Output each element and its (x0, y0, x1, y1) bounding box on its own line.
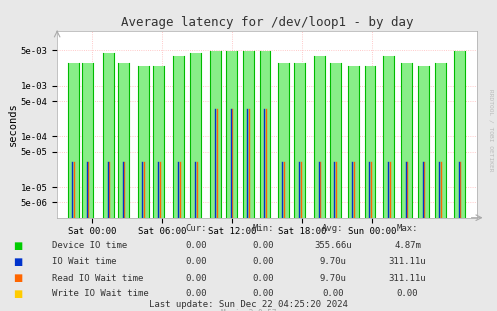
Text: 9.70u: 9.70u (320, 258, 346, 266)
Text: 0.00: 0.00 (185, 258, 207, 266)
Bar (154, 66, 164, 218)
Text: 0.00: 0.00 (185, 274, 207, 282)
Text: 0.00: 0.00 (252, 258, 274, 266)
Bar (259, 51, 270, 218)
Bar (294, 63, 305, 218)
Text: Avg:: Avg: (322, 224, 344, 233)
Text: RRDTOOL / TOBI OETIKER: RRDTOOL / TOBI OETIKER (489, 89, 494, 172)
Text: 0.00: 0.00 (322, 290, 344, 298)
Text: Device IO time: Device IO time (52, 241, 127, 250)
Bar (330, 63, 340, 218)
Bar (82, 63, 93, 218)
Bar (384, 56, 395, 218)
Text: 355.66u: 355.66u (314, 241, 352, 250)
Text: 311.11u: 311.11u (389, 274, 426, 282)
Bar (210, 51, 221, 218)
Text: 4.87m: 4.87m (394, 241, 421, 250)
Text: 0.00: 0.00 (185, 290, 207, 298)
Bar (190, 53, 201, 218)
Text: Munin 2.0.57: Munin 2.0.57 (221, 309, 276, 311)
Bar (118, 63, 129, 218)
Text: Last update: Sun Dec 22 04:25:20 2024: Last update: Sun Dec 22 04:25:20 2024 (149, 300, 348, 309)
Text: Min:: Min: (252, 224, 274, 233)
Bar (401, 63, 412, 218)
Bar (138, 66, 149, 218)
Text: 9.70u: 9.70u (320, 274, 346, 282)
Bar (278, 63, 289, 218)
Text: 0.00: 0.00 (397, 290, 418, 298)
Text: ■: ■ (13, 257, 22, 267)
Bar (173, 56, 184, 218)
Bar (435, 63, 446, 218)
Text: Cur:: Cur: (185, 224, 207, 233)
Bar (418, 66, 429, 218)
Text: Read IO Wait time: Read IO Wait time (52, 274, 144, 282)
Bar (365, 66, 376, 218)
Title: Average latency for /dev/loop1 - by day: Average latency for /dev/loop1 - by day (121, 16, 414, 29)
Bar (454, 51, 465, 218)
Bar (348, 66, 359, 218)
Text: 0.00: 0.00 (252, 241, 274, 250)
Bar (314, 56, 325, 218)
Text: 0.00: 0.00 (185, 241, 207, 250)
Text: 311.11u: 311.11u (389, 258, 426, 266)
Bar (68, 63, 79, 218)
Text: IO Wait time: IO Wait time (52, 258, 117, 266)
Text: 0.00: 0.00 (252, 290, 274, 298)
Text: ■: ■ (13, 289, 22, 299)
Text: ■: ■ (13, 241, 22, 251)
Bar (103, 53, 114, 218)
Bar (243, 51, 253, 218)
Text: 0.00: 0.00 (252, 274, 274, 282)
Text: Max:: Max: (397, 224, 418, 233)
Bar (226, 51, 237, 218)
Text: Write IO Wait time: Write IO Wait time (52, 290, 149, 298)
Text: ■: ■ (13, 273, 22, 283)
Y-axis label: seconds: seconds (8, 103, 18, 146)
